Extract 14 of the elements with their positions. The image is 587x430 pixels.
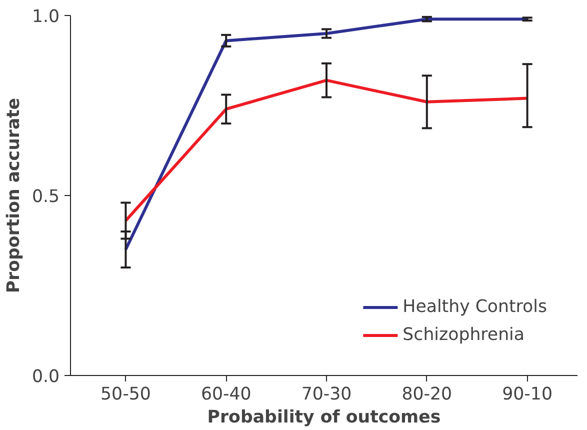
legend-label: Healthy Controls (402, 297, 547, 317)
x-tick-label: 50-50 (100, 384, 151, 404)
y-tick-label: 0.5 (32, 187, 60, 207)
x-tick-label: 80-20 (402, 384, 452, 404)
y-axis-title: Proportion accurate (4, 98, 24, 294)
x-tick-label: 70-30 (301, 384, 352, 404)
y-tick-label: 1.0 (32, 7, 60, 27)
line-series (124, 78, 529, 222)
x-axis-title: Probability of outcomes (207, 408, 441, 428)
legend-label: Schizophrenia (402, 325, 524, 345)
x-tick-label: 60-40 (200, 384, 252, 404)
line-series (124, 18, 529, 251)
y-tick-label: 0.0 (32, 367, 60, 387)
x-tick-label: 90-10 (502, 384, 552, 404)
